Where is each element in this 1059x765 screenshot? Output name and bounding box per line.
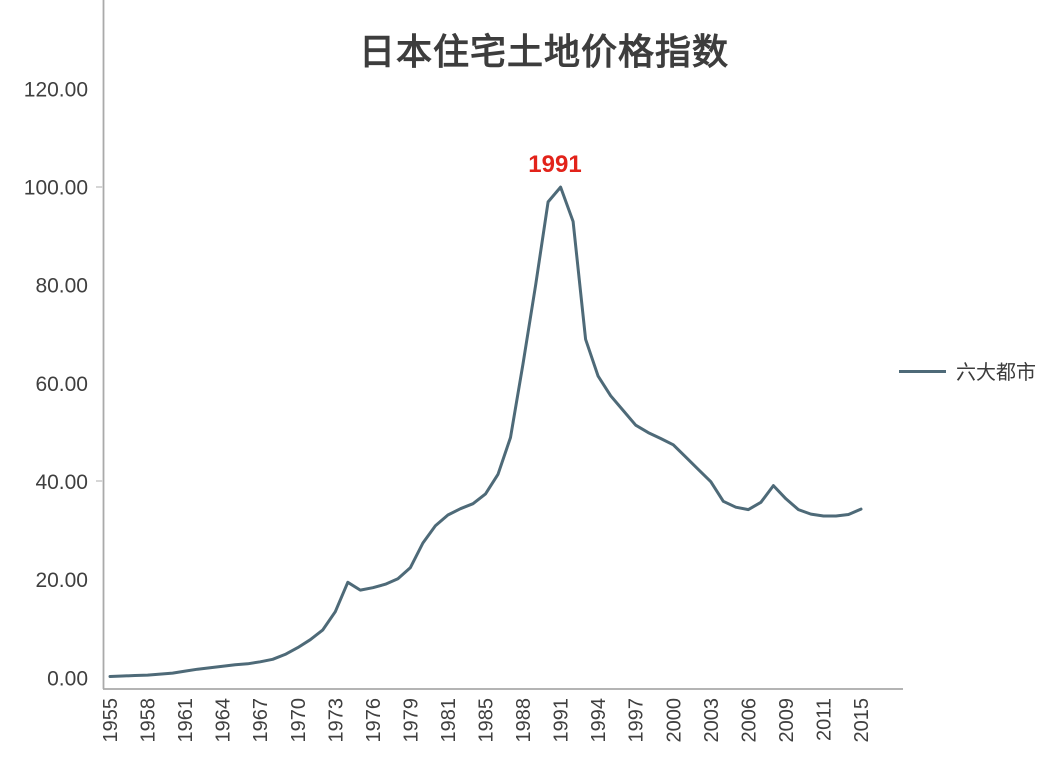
y-tick-label: 80.00 bbox=[35, 275, 88, 298]
x-tick-label: 1964 bbox=[213, 698, 235, 743]
chart-title: 日本住宅土地价格指数 bbox=[359, 31, 729, 72]
series-line-six-cities bbox=[108, 185, 863, 678]
x-axis-tick-labels: 1955 1958 1961 1964 1967 1970 1973 1976 1979 1981… bbox=[100, 698, 873, 743]
x-tick-label: 2009 bbox=[776, 698, 798, 743]
x-tick-label: 1958 bbox=[138, 698, 160, 743]
y-tick-label: 40.00 bbox=[35, 471, 88, 494]
x-tick-label: 1985 bbox=[476, 698, 498, 743]
x-tick-label: 1979 bbox=[400, 698, 422, 743]
y-tick-label: 100.00 bbox=[24, 176, 88, 199]
y-tick-label: 0.00 bbox=[47, 667, 88, 690]
x-tick-label: 1976 bbox=[363, 698, 385, 743]
x-tick-label: 2000 bbox=[663, 698, 685, 743]
x-tick-label: 2011 bbox=[813, 698, 835, 741]
y-axis-tick-labels: 0.00 20.00 40.00 60.00 80.00 100.00 120.00 bbox=[24, 78, 88, 690]
x-tick-label: 1981 bbox=[438, 698, 460, 743]
x-tick-label: 1988 bbox=[513, 698, 535, 743]
legend-label: 六大都市 bbox=[956, 361, 1036, 384]
peak-annotation: 1991 bbox=[528, 151, 581, 178]
x-tick-label: 2015 bbox=[851, 698, 873, 743]
legend: 六大都市 bbox=[899, 361, 1036, 384]
x-tick-label: 1967 bbox=[250, 698, 272, 743]
y-tick-label: 60.00 bbox=[35, 373, 88, 396]
x-tick-label: 1991 bbox=[551, 698, 573, 743]
y-tick-label: 120.00 bbox=[24, 78, 88, 101]
y-tick-label: 20.00 bbox=[35, 569, 88, 592]
x-tick-label: 2006 bbox=[738, 698, 760, 743]
x-tick-label: 1961 bbox=[175, 698, 197, 743]
x-tick-label: 1997 bbox=[626, 698, 648, 743]
x-tick-label: 1973 bbox=[325, 698, 347, 743]
x-tick-label: 1970 bbox=[288, 698, 310, 743]
x-tick-label: 1955 bbox=[100, 698, 122, 743]
x-tick-label: 2003 bbox=[701, 698, 723, 743]
x-tick-label: 1994 bbox=[588, 698, 610, 743]
